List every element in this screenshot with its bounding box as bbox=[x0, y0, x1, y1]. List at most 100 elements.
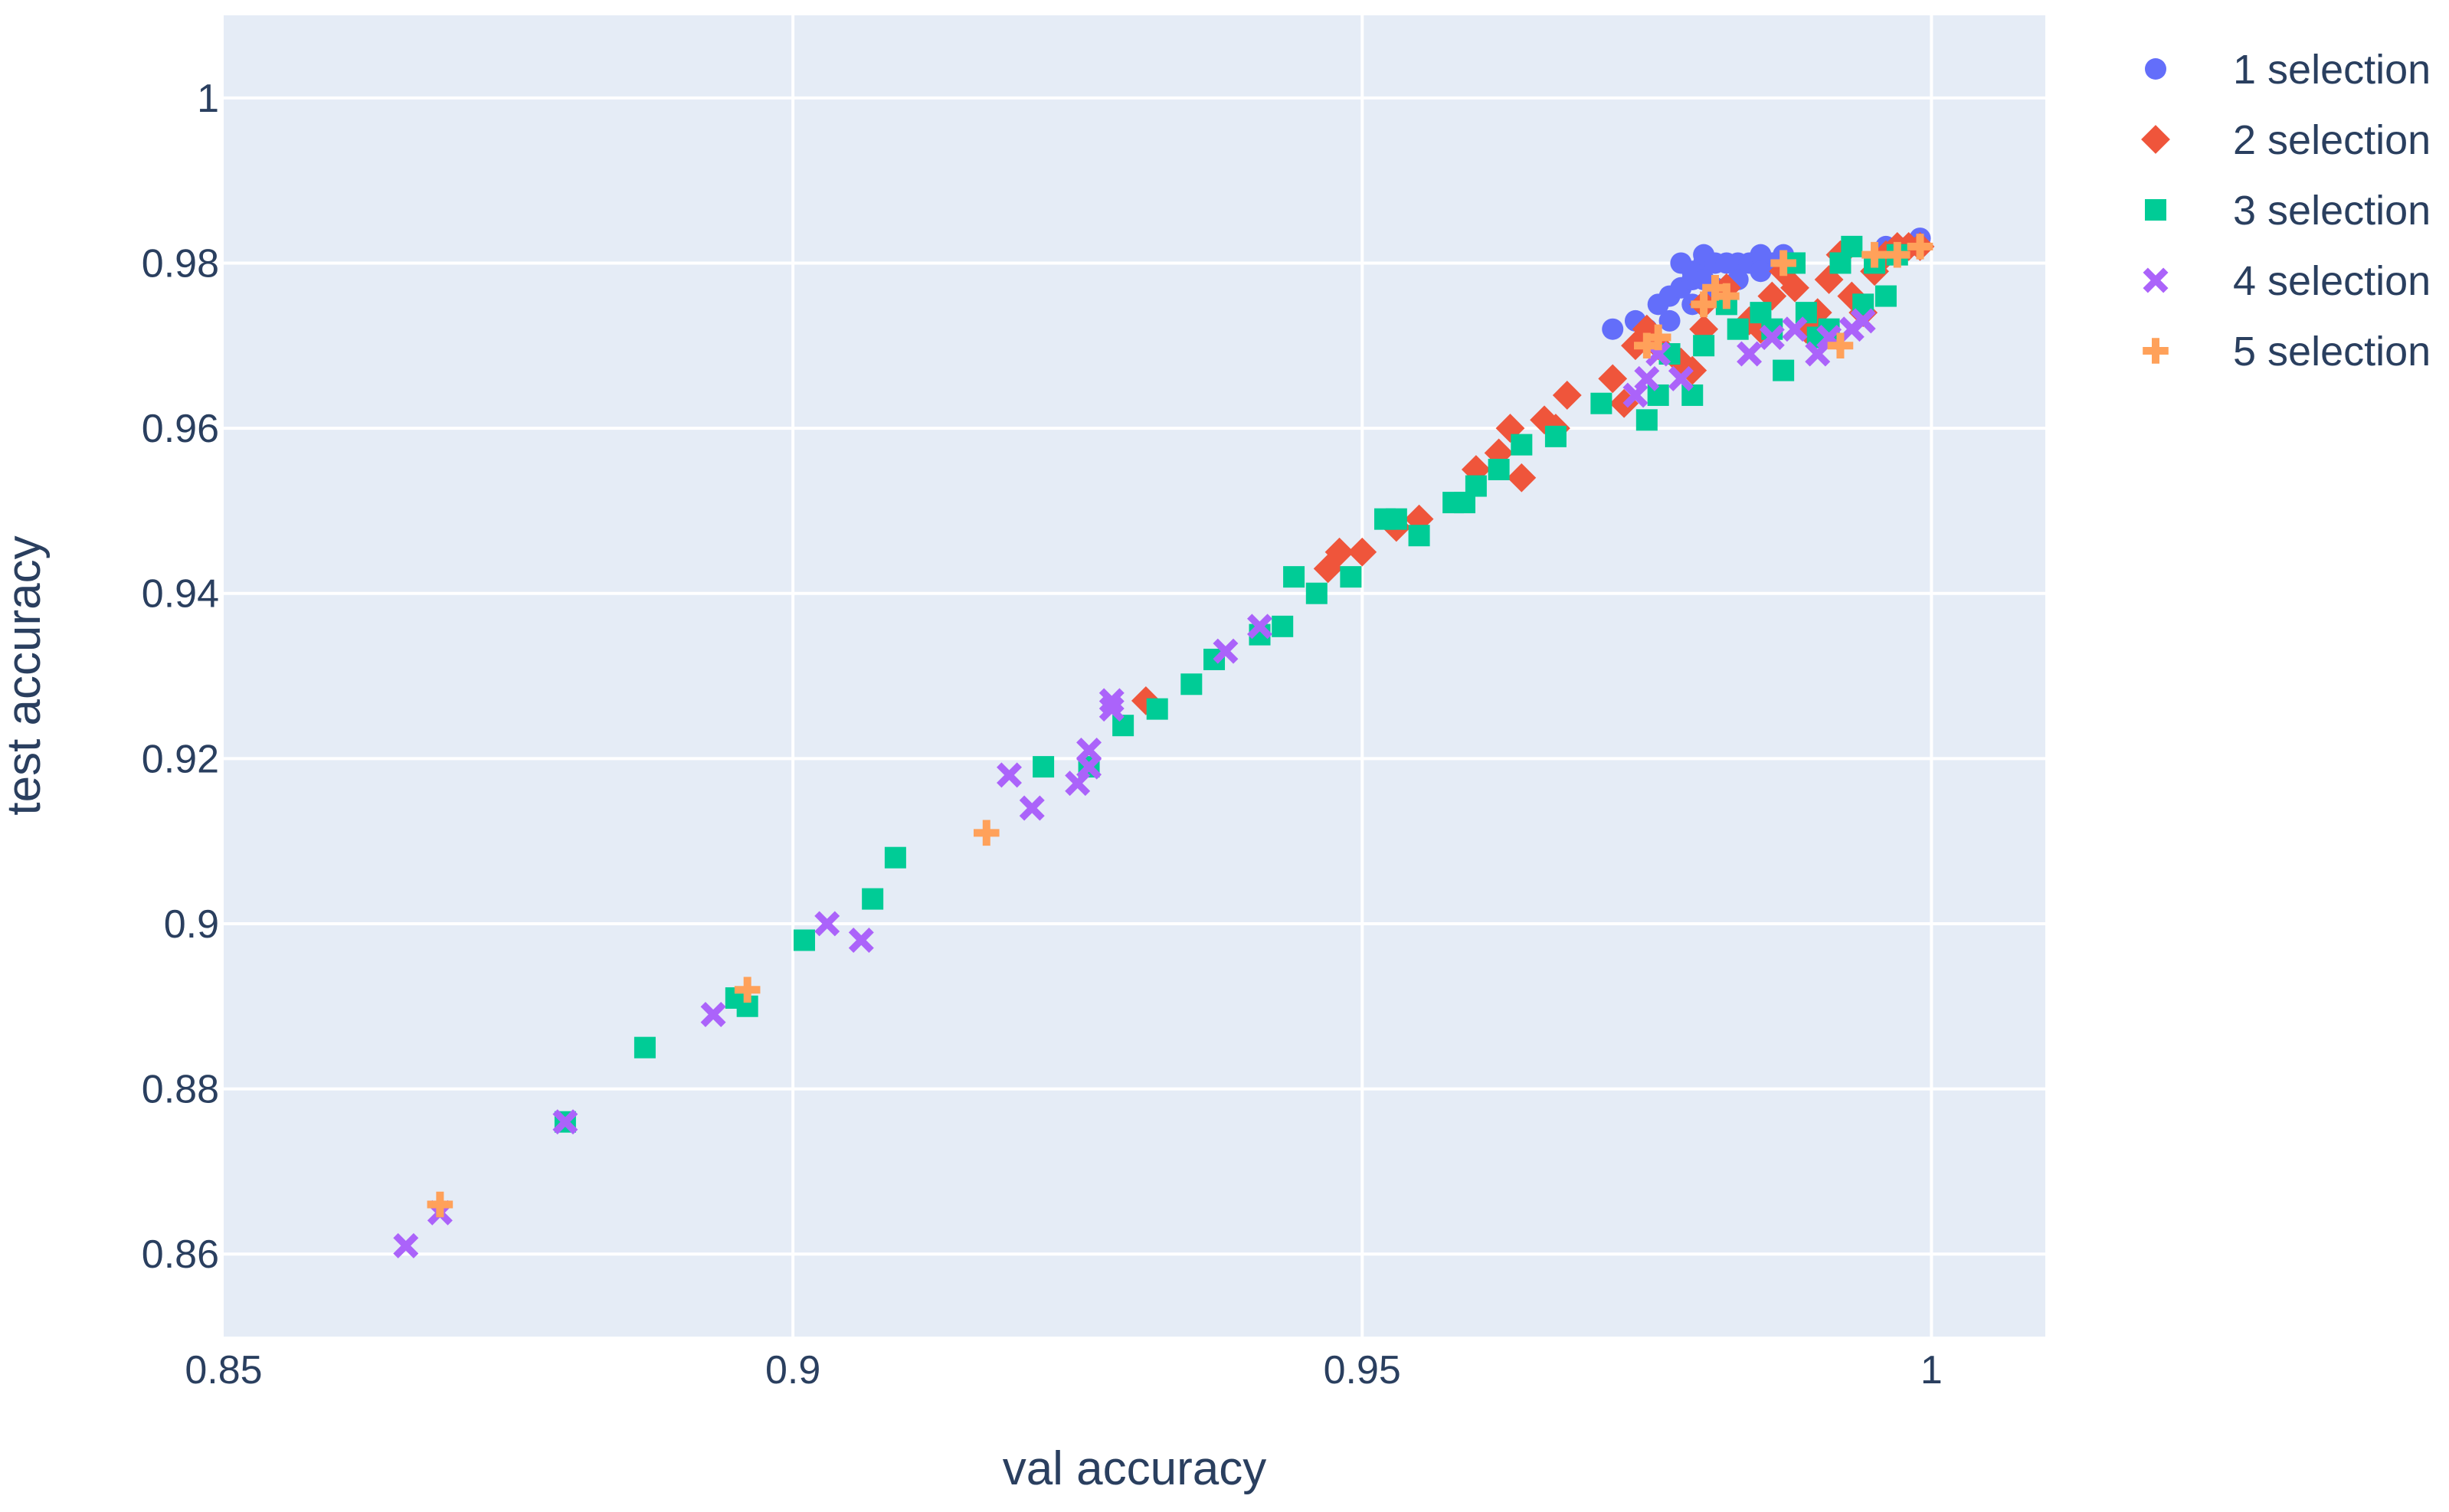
data-point bbox=[1681, 384, 1704, 406]
x-axis-title: val accuracy bbox=[1003, 1442, 1267, 1495]
data-point bbox=[1802, 298, 1832, 328]
data-point bbox=[734, 977, 761, 1003]
data-point bbox=[1065, 771, 1091, 797]
legend-item[interactable]: 4 selection bbox=[2143, 258, 2431, 304]
y-tick-label: 0.96 bbox=[142, 407, 219, 451]
data-point bbox=[1907, 234, 1933, 260]
x-tick-label: 0.9 bbox=[765, 1348, 820, 1393]
data-point bbox=[1805, 341, 1831, 367]
y-tick-label: 0.86 bbox=[142, 1232, 219, 1277]
data-point bbox=[1750, 260, 1772, 283]
legend-item[interactable]: 1 selection bbox=[2145, 47, 2431, 93]
data-point bbox=[1737, 341, 1763, 367]
data-point bbox=[1734, 306, 1764, 335]
data-point bbox=[884, 846, 906, 869]
data-point bbox=[1727, 318, 1749, 340]
series-5 bbox=[427, 234, 1933, 1218]
legend-item[interactable]: 5 selection bbox=[2143, 329, 2431, 375]
data-point bbox=[1795, 302, 1817, 324]
data-point bbox=[1841, 235, 1863, 257]
data-point bbox=[1635, 409, 1658, 431]
series-4 bbox=[393, 308, 1876, 1258]
data-point bbox=[1283, 566, 1305, 588]
data-point bbox=[1272, 615, 1294, 637]
data-point bbox=[393, 1232, 419, 1258]
data-point bbox=[1313, 554, 1343, 584]
legend-item[interactable]: 2 selection bbox=[2141, 117, 2431, 163]
data-point bbox=[1484, 438, 1514, 468]
data-point bbox=[1507, 463, 1537, 493]
y-tick-label: 1 bbox=[197, 77, 219, 121]
data-point bbox=[1814, 265, 1844, 294]
data-point bbox=[862, 888, 884, 910]
data-point bbox=[997, 762, 1022, 788]
data-point bbox=[1691, 291, 1717, 318]
data-point bbox=[1647, 384, 1669, 406]
data-point bbox=[1552, 381, 1582, 410]
legend-label: 4 selection bbox=[2233, 258, 2431, 304]
data-point bbox=[1347, 537, 1377, 567]
y-tick-label: 0.88 bbox=[142, 1068, 219, 1112]
data-point bbox=[814, 911, 840, 937]
data-point bbox=[1827, 332, 1854, 359]
data-point bbox=[1488, 458, 1510, 480]
data-point bbox=[1590, 392, 1612, 414]
data-points bbox=[393, 227, 1935, 1258]
data-point bbox=[1598, 364, 1628, 394]
data-point bbox=[1837, 281, 1867, 311]
data-point bbox=[1324, 537, 1354, 567]
y-axis-ticks: 0.86 0.88 0.9 0.92 0.94 0.96 0.98 1 bbox=[142, 77, 219, 1277]
data-point bbox=[1668, 365, 1694, 391]
data-point bbox=[1782, 316, 1808, 342]
data-point bbox=[1465, 475, 1487, 497]
legend-marker bbox=[2145, 199, 2166, 221]
data-point bbox=[1791, 314, 1821, 344]
x-tick-label: 0.85 bbox=[185, 1348, 262, 1393]
data-point bbox=[1495, 414, 1525, 443]
data-point bbox=[1622, 382, 1648, 408]
y-tick-label: 0.9 bbox=[164, 902, 219, 947]
data-point bbox=[1645, 324, 1671, 351]
data-point bbox=[1180, 673, 1203, 695]
data-point bbox=[634, 1036, 656, 1059]
y-axis-title: test accuracy bbox=[0, 535, 51, 815]
data-point bbox=[1408, 525, 1430, 547]
data-point bbox=[1634, 365, 1660, 391]
data-point bbox=[552, 1109, 578, 1135]
legend-item[interactable]: 3 selection bbox=[2145, 188, 2431, 234]
y-tick-label: 0.92 bbox=[142, 737, 219, 781]
y-tick-label: 0.94 bbox=[142, 572, 219, 617]
x-tick-label: 1 bbox=[1920, 1348, 1943, 1393]
legend-marker bbox=[2145, 58, 2166, 80]
data-point bbox=[1632, 314, 1662, 344]
data-point bbox=[1770, 250, 1796, 277]
data-point bbox=[973, 820, 1000, 846]
data-point bbox=[1019, 795, 1045, 821]
data-point bbox=[1305, 582, 1328, 604]
data-point bbox=[1874, 285, 1897, 307]
data-point bbox=[1757, 281, 1787, 311]
data-point bbox=[1759, 324, 1785, 350]
legend: 1 selection 2 selection 3 selection 4 selec… bbox=[2141, 47, 2431, 375]
data-point bbox=[1340, 566, 1362, 588]
data-point bbox=[1658, 309, 1681, 332]
x-axis-ticks: 0.85 0.9 0.95 1 bbox=[185, 1348, 1942, 1393]
data-point bbox=[1773, 359, 1795, 381]
data-point bbox=[1714, 283, 1740, 309]
data-point bbox=[1385, 508, 1407, 530]
x-tick-label: 0.95 bbox=[1324, 1348, 1401, 1393]
data-point bbox=[1511, 434, 1533, 456]
data-point bbox=[1861, 241, 1887, 268]
data-point bbox=[1146, 698, 1168, 720]
data-point bbox=[1689, 314, 1719, 344]
data-point bbox=[1098, 688, 1125, 714]
data-point bbox=[700, 1002, 726, 1028]
legend-marker bbox=[2141, 125, 2170, 154]
data-point bbox=[1076, 738, 1102, 764]
y-tick-label: 0.98 bbox=[142, 241, 219, 286]
legend-label: 3 selection bbox=[2233, 188, 2431, 234]
data-point bbox=[848, 928, 874, 953]
legend-label: 5 selection bbox=[2233, 329, 2431, 375]
data-point bbox=[1544, 425, 1567, 447]
